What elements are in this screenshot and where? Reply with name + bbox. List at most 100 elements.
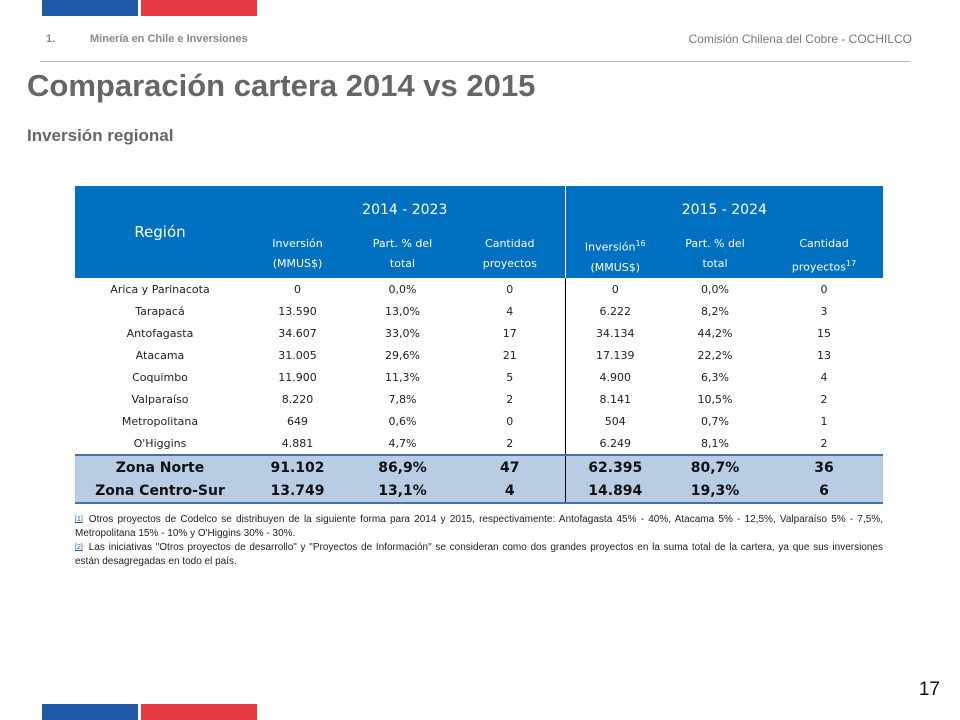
col-inversion-2015: Inversión16 (MMUS$) bbox=[564, 234, 666, 278]
value-cell: 1 bbox=[820, 414, 828, 428]
table-row: Arica y Parinacota 0 0,0% 0 0 0,0% 0 bbox=[75, 278, 883, 300]
value-cell: 91.102 bbox=[245, 454, 350, 479]
header-divider bbox=[40, 61, 910, 62]
col-part-2014: Part. % del total bbox=[350, 234, 455, 278]
value-cell: 62.395 bbox=[564, 454, 666, 479]
value-cell: 17.139 bbox=[564, 344, 666, 366]
region-cell: Antofagasta bbox=[126, 326, 194, 340]
region-cell: Tarapacá bbox=[135, 304, 185, 318]
value-cell: 13.590 bbox=[278, 304, 317, 318]
zone-row: Zona Centro-Sur 13.749 13,1% 4 14.894 19,3% 6 bbox=[75, 479, 884, 504]
section-number: 1. bbox=[46, 33, 56, 45]
value-cell: 29,6% bbox=[385, 348, 420, 362]
value-cell: 33,0% bbox=[385, 326, 420, 340]
region-header: Región bbox=[75, 186, 245, 278]
page-number: 17 bbox=[918, 679, 940, 700]
value-cell: 21 bbox=[502, 348, 517, 362]
value-cell: 504 bbox=[564, 410, 666, 432]
footnote-sup-17: 17 bbox=[846, 259, 857, 268]
sub-header-line: proyectos bbox=[482, 257, 537, 270]
value-cell: 0,0% bbox=[388, 282, 417, 296]
section-title: Minería en Chile e Inversiones bbox=[90, 33, 248, 45]
value-cell: 4 bbox=[506, 304, 514, 318]
value-cell: 8.220 bbox=[281, 392, 314, 406]
col-cantidad-2015: Cantidad proyectos17 bbox=[765, 234, 884, 278]
table-row: O'Higgins 4.881 4,7% 2 6.249 8,1% 2 bbox=[75, 432, 883, 455]
page-subtitle: Inversión regional bbox=[27, 126, 174, 145]
value-cell: 8,1% bbox=[701, 436, 729, 450]
table-row: Valparaíso 8.220 7,8% 2 8.141 10,5% 2 bbox=[75, 388, 883, 410]
value-cell: 34.134 bbox=[564, 322, 666, 344]
value-cell: 4.900 bbox=[564, 366, 666, 388]
footnote-text: Las iniciativas "Otros proyectos de desa… bbox=[75, 542, 883, 567]
col-inversion-2015-unit: (MMUS$) bbox=[590, 260, 641, 274]
flag-blue-segment bbox=[42, 0, 138, 16]
value-cell: 13,0% bbox=[385, 304, 420, 318]
value-cell: 36 bbox=[765, 454, 884, 479]
value-cell: 6.249 bbox=[564, 432, 666, 455]
sub-header-line: Cantidad bbox=[485, 237, 535, 250]
region-cell: Arica y Parinacota bbox=[110, 282, 210, 296]
flag-stripe-top bbox=[42, 0, 257, 16]
footnote-text: Otros proyectos de Codelco se distribuye… bbox=[75, 514, 883, 539]
footnote-link[interactable]: [2] bbox=[75, 544, 83, 551]
value-cell: 2 bbox=[506, 436, 514, 450]
col-cantidad-2014: Cantidad proyectos bbox=[455, 234, 566, 278]
investment-table: Región 2014 - 2023 2015 - 2024 Inversión… bbox=[75, 186, 884, 504]
table-row: Metropolitana 649 0,6% 0 504 0,7% 1 bbox=[75, 410, 883, 432]
sub-header-line: total bbox=[702, 257, 728, 270]
value-cell: 0,0% bbox=[701, 282, 729, 296]
value-cell: 4.881 bbox=[281, 436, 314, 450]
footnote-link[interactable]: [1] bbox=[75, 516, 83, 523]
col-part-2015: Part. % del total bbox=[665, 234, 766, 278]
value-cell: 0,6% bbox=[388, 414, 417, 428]
page-title: Comparación cartera 2014 vs 2015 bbox=[27, 68, 536, 103]
value-cell: 0,7% bbox=[701, 414, 729, 428]
region-cell: O'Higgins bbox=[133, 436, 187, 450]
region-cell: Zona Centro-Sur bbox=[75, 479, 245, 504]
value-cell: 0 bbox=[506, 414, 514, 428]
value-cell: 2 bbox=[506, 392, 514, 406]
value-cell: 4 bbox=[820, 370, 828, 384]
section-label: 1. Minería en Chile e Inversiones bbox=[46, 33, 248, 45]
flag-stripe-bottom bbox=[42, 704, 257, 720]
value-cell: 22,2% bbox=[697, 348, 733, 362]
value-cell: 10,5% bbox=[697, 392, 733, 406]
zone-row: Zona Norte 91.102 86,9% 47 62.395 80,7% 36 bbox=[75, 454, 884, 479]
value-cell: 7,8% bbox=[388, 392, 417, 406]
col-inversion-2014: Inversión (MMUS$) bbox=[245, 234, 350, 278]
region-cell: Zona Norte bbox=[75, 454, 245, 479]
table-row: Tarapacá 13.590 13,0% 4 6.222 8,2% 3 bbox=[75, 300, 883, 322]
value-cell: 4,7% bbox=[388, 436, 417, 450]
value-cell: 649 bbox=[287, 414, 308, 428]
value-cell: 13.749 bbox=[245, 479, 350, 504]
value-cell: 2 bbox=[820, 436, 828, 450]
value-cell: 6 bbox=[765, 479, 884, 504]
value-cell: 31.005 bbox=[278, 348, 317, 362]
table-row: Atacama 31.005 29,6% 21 17.139 22,2% 13 bbox=[75, 344, 883, 366]
col-cantidad-2015-label2: proyectos bbox=[791, 260, 846, 274]
value-cell: 0 bbox=[820, 282, 828, 296]
table-row: Antofagasta 34.607 33,0% 17 34.134 44,2% 15 bbox=[75, 322, 883, 344]
footnote: [2] Las iniciativas "Otros proyectos de d… bbox=[75, 541, 883, 569]
region-cell: Coquimbo bbox=[132, 370, 188, 384]
region-cell: Atacama bbox=[135, 348, 185, 362]
value-cell: 11.900 bbox=[278, 370, 317, 384]
col-cantidad-2015-label: Cantidad bbox=[799, 237, 849, 250]
value-cell: 5 bbox=[506, 370, 514, 384]
value-cell: 47 bbox=[455, 454, 566, 479]
value-cell: 15 bbox=[817, 326, 832, 340]
col-inversion-2015-label: Inversión bbox=[584, 240, 636, 254]
footnote-sup-16: 16 bbox=[635, 239, 646, 248]
region-cell: Metropolitana bbox=[121, 414, 199, 428]
sub-header-line: Part. % del bbox=[685, 237, 745, 250]
value-cell: 17 bbox=[502, 326, 517, 340]
value-cell: 8.141 bbox=[564, 388, 666, 410]
sub-header-line: (MMUS$) bbox=[272, 257, 323, 270]
region-cell: Valparaíso bbox=[131, 392, 189, 406]
value-cell: 13,1% bbox=[350, 479, 455, 504]
value-cell: 44,2% bbox=[697, 326, 733, 340]
value-cell: 0 bbox=[294, 282, 301, 296]
sub-header-line: total bbox=[389, 257, 416, 270]
value-cell: 4 bbox=[455, 479, 566, 504]
